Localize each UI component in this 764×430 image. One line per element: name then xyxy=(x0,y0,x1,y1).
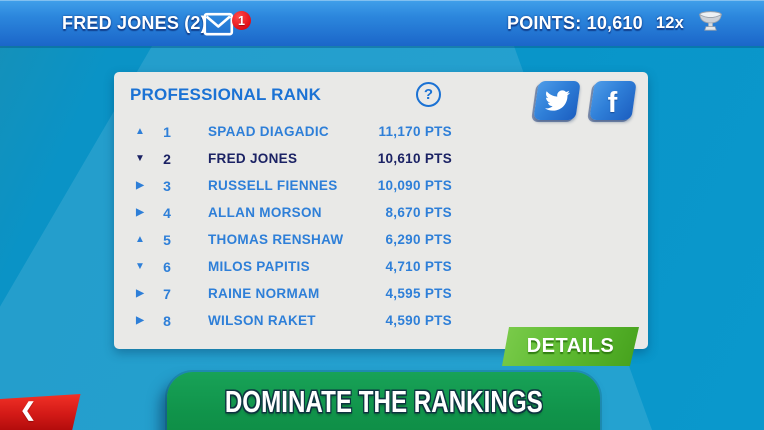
rank-number: 3 xyxy=(163,177,171,194)
leaderboard-row-6: ▼ 6 MILOS PAPITIS 4,710 PTS xyxy=(114,253,648,280)
trend-down-icon: ▼ xyxy=(135,261,145,272)
trend-right-icon: ▶ xyxy=(136,180,144,191)
trend-up-icon: ▲ xyxy=(135,234,145,245)
panel-title: PROFESSIONAL RANK xyxy=(130,85,322,104)
mail-badge: 1 xyxy=(232,11,251,30)
rank-number: 8 xyxy=(163,312,171,329)
points-label: 4,710 PTS xyxy=(385,259,452,274)
rank-number: 4 xyxy=(163,204,171,221)
player-label: ALLAN MORSON xyxy=(208,205,322,220)
leaderboard-row-4: ▶ 4 ALLAN MORSON 8,670 PTS xyxy=(114,199,648,226)
back-button[interactable]: ❮ xyxy=(0,394,81,430)
player-label: RAINE NORMAM xyxy=(208,286,320,301)
leaderboard-row-5: ▲ 5 THOMAS RENSHAW 6,290 PTS xyxy=(114,226,648,253)
facebook-icon: f xyxy=(607,86,618,119)
rank-number: 7 xyxy=(163,285,171,302)
top-bar: FRED JONES (2) 1 POINTS: 10,610 12x xyxy=(0,0,764,46)
trend-right-icon: ▶ xyxy=(136,288,144,299)
trend-right-icon: ▶ xyxy=(136,315,144,326)
twitter-share-button[interactable] xyxy=(533,81,581,120)
points-label: 4,595 PTS xyxy=(385,286,452,301)
player-label: WILSON RAKET xyxy=(208,313,316,328)
player-label: FRED JONES xyxy=(208,151,298,166)
question-mark-icon: ? xyxy=(423,86,434,103)
details-button[interactable]: DETAILS xyxy=(502,327,639,366)
details-button-label: DETAILS xyxy=(526,335,615,357)
points-label: 8,670 PTS xyxy=(385,205,452,220)
rank-number: 1 xyxy=(163,123,171,140)
facebook-share-button[interactable]: f xyxy=(589,81,637,120)
player-label: RUSSELL FIENNES xyxy=(208,178,338,193)
points-label: 10,090 PTS xyxy=(377,178,452,193)
mail-button[interactable]: 1 xyxy=(203,11,251,42)
trophy-multiplier: 12x xyxy=(655,13,684,32)
leaderboard-row-3: ▶ 3 RUSSELL FIENNES 10,090 PTS xyxy=(114,172,648,199)
leaderboard-row-2: ▼ 2 FRED JONES 10,610 PTS xyxy=(114,145,648,172)
player-label: THOMAS RENSHAW xyxy=(208,232,344,247)
points-label: 11,170 PTS xyxy=(378,124,452,139)
points-label: 4,590 PTS xyxy=(385,313,452,328)
player-name: FRED JONES (2) xyxy=(62,12,207,33)
trophy-icon xyxy=(697,10,724,38)
rank-number: 5 xyxy=(163,231,171,248)
points-value: POINTS: 10,610 xyxy=(507,12,643,33)
leaderboard-row-8: ▶ 8 WILSON RAKET 4,590 PTS xyxy=(114,307,648,334)
chevron-left-icon: ❮ xyxy=(20,400,36,421)
help-button[interactable]: ? xyxy=(416,82,441,107)
trend-right-icon: ▶ xyxy=(136,207,144,218)
leaderboard-row-7: ▶ 7 RAINE NORMAM 4,595 PTS xyxy=(114,280,648,307)
player-label: MILOS PAPITIS xyxy=(208,259,310,274)
twitter-icon xyxy=(544,88,570,113)
points-label: 6,290 PTS xyxy=(385,232,452,247)
rank-number: 6 xyxy=(163,258,171,275)
points-label: 10,610 PTS xyxy=(377,151,452,166)
leaderboard-row-1: ▲ 1 SPAAD DIAGADIC 11,170 PTS xyxy=(114,118,648,145)
trend-down-icon: ▼ xyxy=(135,153,145,164)
rank-number: 2 xyxy=(163,150,171,167)
banner-label: DOMINATE THE RANKINGS xyxy=(224,384,543,419)
trend-up-icon: ▲ xyxy=(135,126,145,137)
player-label: SPAAD DIAGADIC xyxy=(208,124,329,139)
envelope-icon xyxy=(203,12,234,41)
dominate-rankings-banner[interactable]: DOMINATE THE RANKINGS xyxy=(167,372,600,430)
leaderboard-panel: PROFESSIONAL RANK ? f ▲ 1 SPAAD DIAGADIC… xyxy=(114,72,648,349)
points-group: POINTS: 10,610 12x xyxy=(507,0,724,46)
